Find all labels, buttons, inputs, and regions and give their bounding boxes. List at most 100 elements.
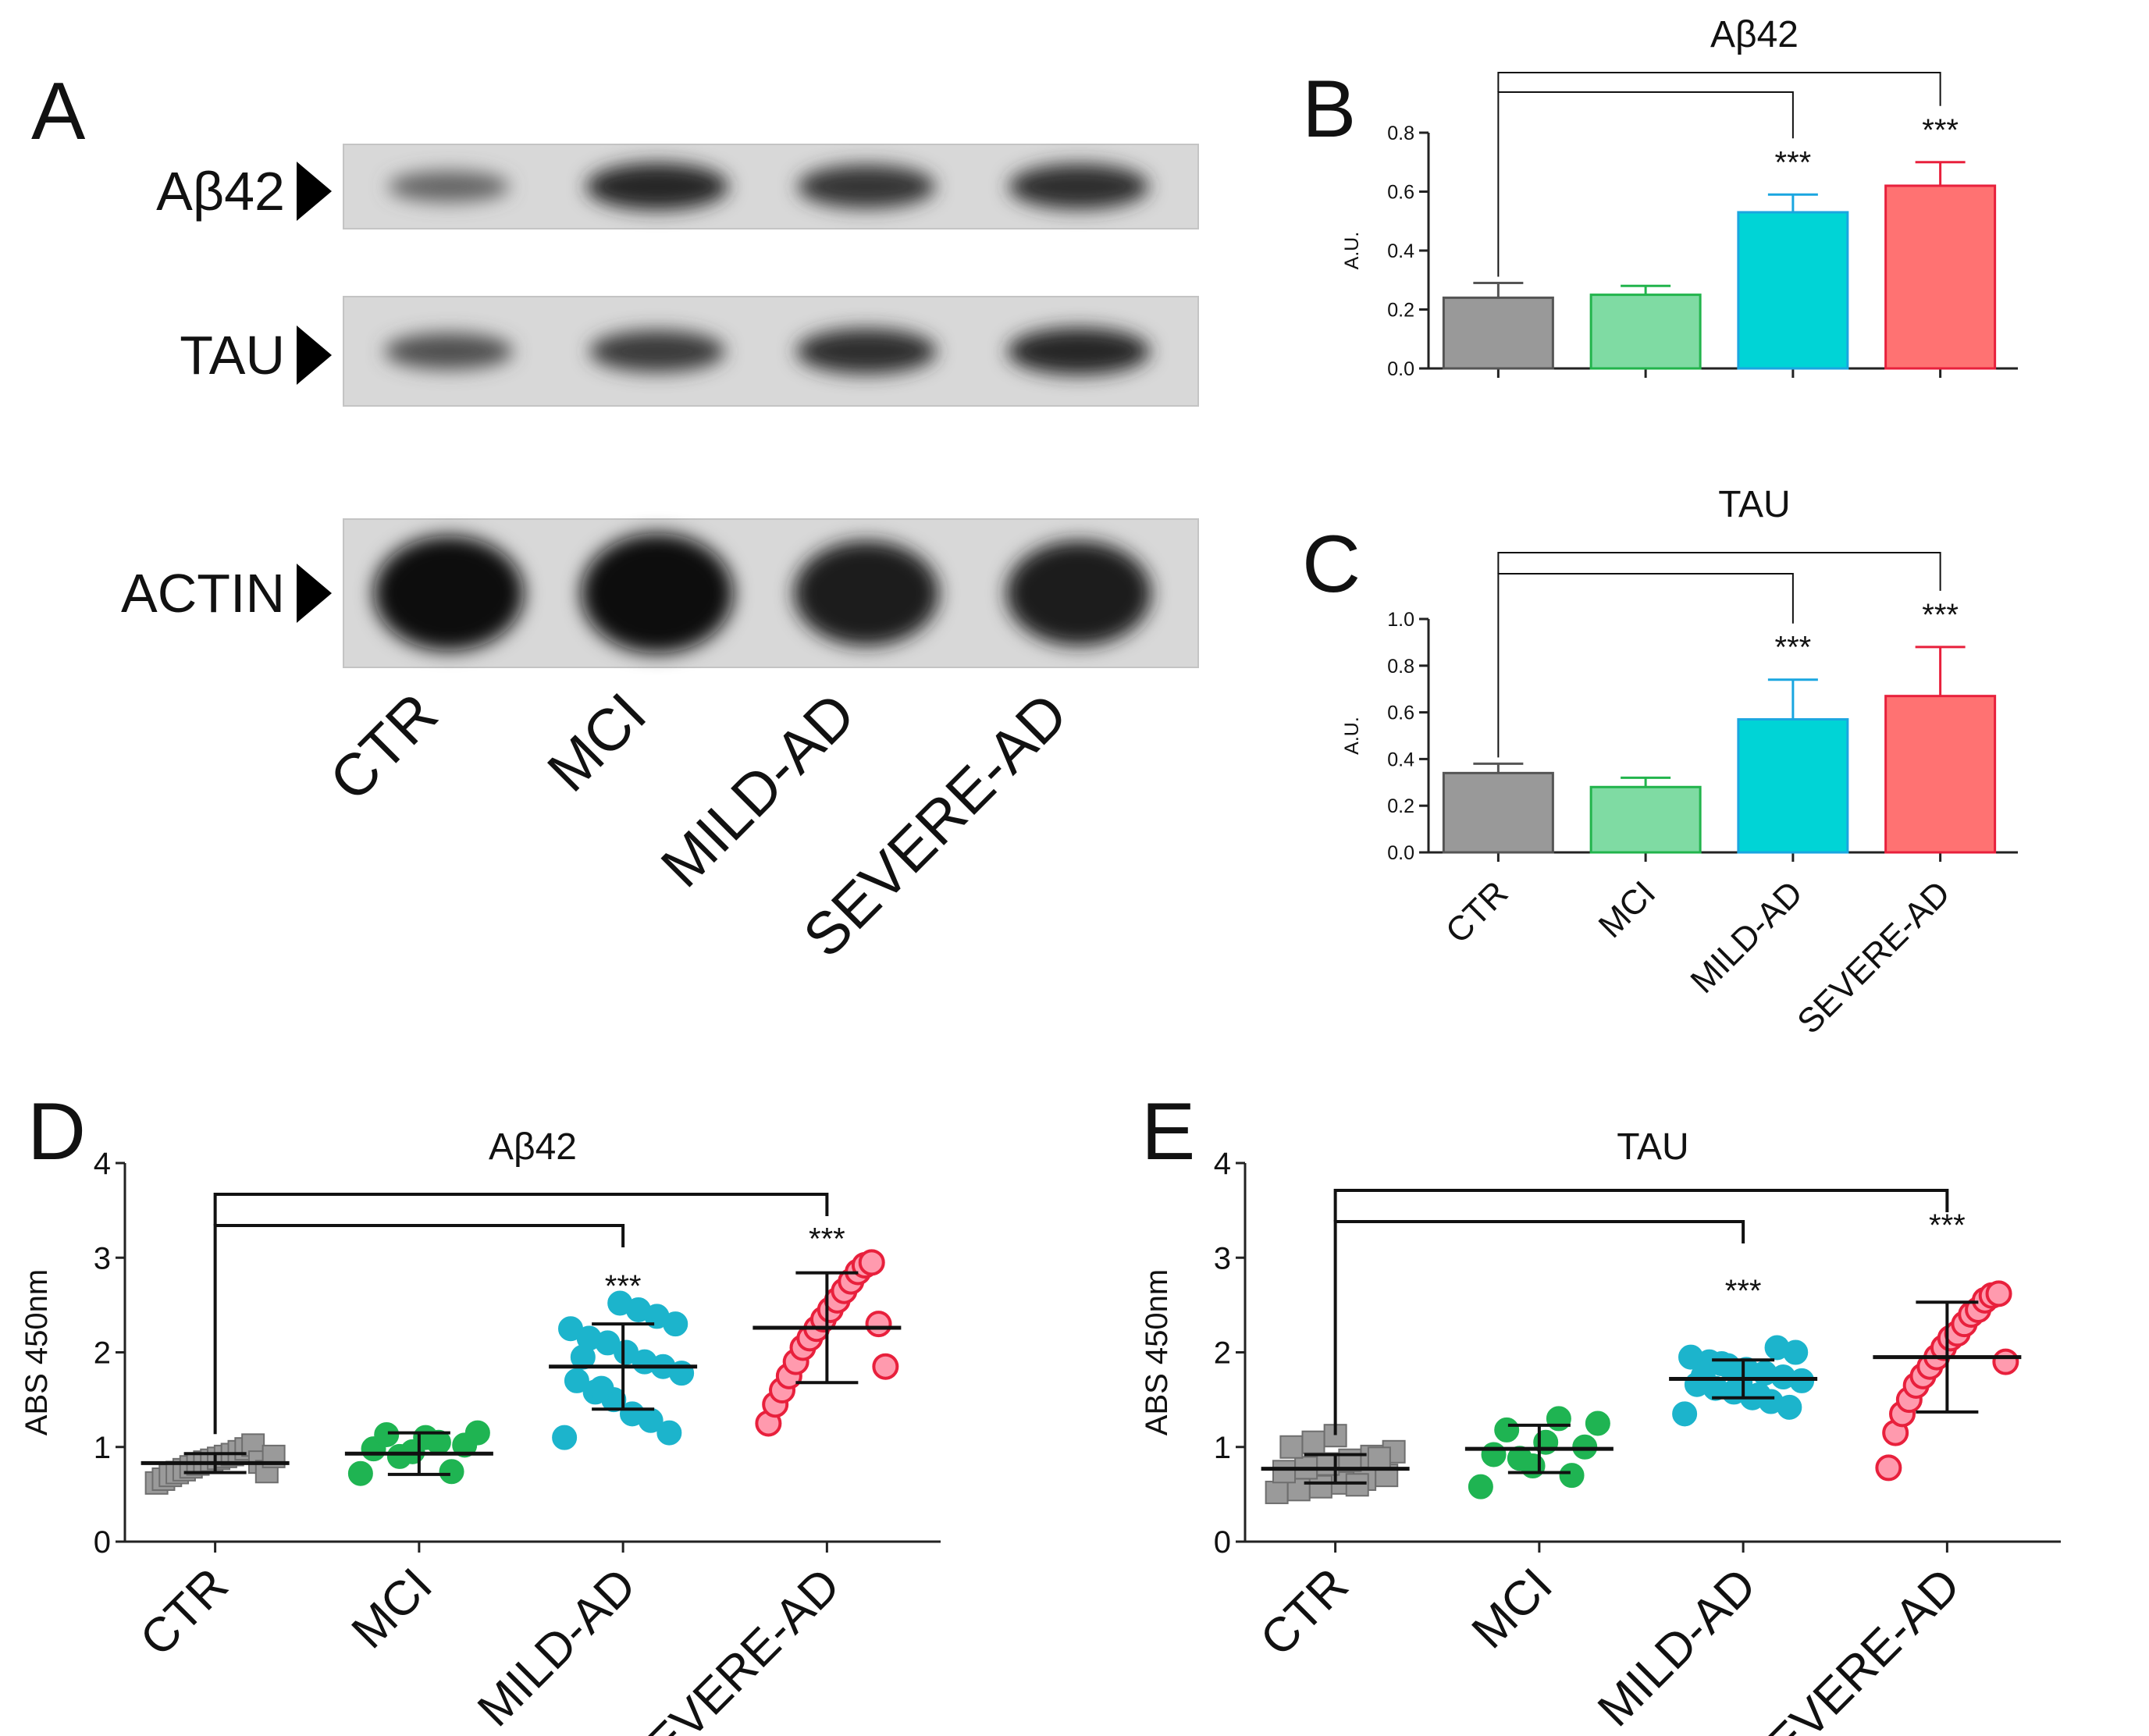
data-point-severe-ad [1992, 1348, 2019, 1375]
blot-row-label: TAU [180, 325, 285, 386]
panel-letter-d: D [27, 1087, 86, 1177]
data-point-mci [1481, 1442, 1507, 1467]
y-tick-label: 4 [1214, 1147, 1231, 1181]
blot-band [388, 171, 510, 202]
significance-label: *** [1922, 113, 1959, 148]
data-point-mild-ad [1727, 1370, 1753, 1396]
data-point-mild-ad [589, 1375, 614, 1401]
blot-lane-label: CTR [317, 681, 450, 814]
data-point-mild-ad [1690, 1363, 1716, 1389]
panel-letter-b: B [1302, 64, 1356, 155]
x-tick-label: CTR [1251, 1558, 1359, 1667]
y-axis-label: ABS 450nm [20, 1269, 54, 1435]
data-point-mild-ad [656, 1420, 682, 1446]
data-point-severe-ad [858, 1249, 885, 1276]
data-point-ctr [1301, 1430, 1325, 1454]
bar-severe-ad [1884, 695, 1997, 854]
panel-c: C TAU 0.0 0.2 0.4 0.6 0.8 1.0 A.U. CTR MCI MILD-AD… [1302, 484, 2018, 1041]
y-tick-label: 2 [1214, 1336, 1231, 1371]
data-point-ctr [1265, 1480, 1289, 1504]
panel-b: B Aβ42 0.0 0.2 0.4 0.6 0.8 A.U. *** *** [1302, 14, 2018, 380]
y-axis-label: ABS 450nm [1140, 1269, 1174, 1435]
blot-band [794, 540, 939, 646]
significance-bracket [1333, 1189, 1949, 1222]
data-point-mci [374, 1421, 400, 1447]
bar-ctr [1442, 296, 1554, 370]
x-tick-label: MCI [1592, 873, 1663, 945]
blot-row-tau: TAU [180, 296, 1199, 407]
significance-bracket [1497, 573, 1794, 758]
blot-band [585, 162, 729, 211]
x-tick-label: MCI [342, 1558, 443, 1659]
data-point-mci [386, 1443, 412, 1469]
y-tick-label: 1 [94, 1431, 111, 1465]
significance-bracket [1497, 552, 1941, 591]
x-tick-label: SEVERE-AD [614, 1558, 850, 1736]
panel-e: E TAU 0 1 2 3 4 ABS 450nm CTR MCI MILD-ADSEVERE-A… [1140, 1087, 2061, 1736]
significance-bracket [213, 1193, 829, 1226]
data-point-mild-ad [552, 1425, 578, 1450]
significance-label: *** [1929, 1208, 1966, 1243]
bar-mild-ad [1737, 718, 1849, 854]
y-tick-label: 2 [94, 1336, 111, 1371]
x-tick-label: MILD-AD [468, 1558, 646, 1736]
x-tick-label: SEVERE-AD [1734, 1558, 1970, 1736]
data-point-mci [439, 1459, 464, 1485]
chart-title: Aβ42 [489, 1126, 577, 1168]
significance-label: *** [809, 1222, 845, 1257]
data-point-mci [1468, 1474, 1493, 1499]
data-point-ctr [1367, 1446, 1391, 1471]
y-tick-label: 1.0 [1387, 609, 1414, 631]
blot-row-label: Aβ42 [156, 161, 285, 222]
y-tick-label: 0.0 [1387, 358, 1414, 380]
blot-row-a-42: Aβ42 [156, 144, 1199, 229]
significance-label: *** [1775, 631, 1812, 665]
data-point-mild-ad [1764, 1335, 1790, 1361]
blot-row-arrow-icon [297, 564, 332, 623]
data-point-mild-ad [1672, 1401, 1698, 1427]
blot-row-actin: ACTIN [121, 518, 1199, 668]
panel-letter-c: C [1302, 519, 1361, 610]
significance-bracket [1497, 72, 1941, 106]
data-point-severe-ad [865, 1311, 892, 1338]
y-tick-label: 0.6 [1387, 182, 1414, 204]
y-tick-label: 0.8 [1387, 123, 1414, 144]
significance-bracket [1497, 91, 1794, 277]
panel-d: D Aβ42 0 1 2 3 4 ABS 450nm CTR MCI MILD-ADSEVERE-… [20, 1087, 941, 1736]
blot-band [581, 533, 734, 653]
blot-band [797, 165, 936, 208]
blot-band [1006, 540, 1151, 646]
y-tick-label: 4 [94, 1147, 111, 1181]
chart-title: TAU [1617, 1126, 1688, 1168]
data-point-severe-ad [872, 1353, 899, 1380]
x-tick-label: SEVERE-AD [1790, 873, 1957, 1041]
data-point-severe-ad [1985, 1280, 2012, 1307]
data-point-mci [464, 1420, 490, 1446]
blot-rows: Aβ42 TAU ACTIN [121, 144, 1199, 668]
x-tick-label: CTR [130, 1558, 239, 1667]
x-tick-label: MILD-AD [1588, 1558, 1767, 1736]
y-axis-label: A.U. [1341, 717, 1363, 755]
data-point-mild-ad [1709, 1351, 1734, 1377]
blot-band [384, 333, 514, 370]
blot-band [1009, 163, 1149, 210]
y-tick-label: 0.2 [1387, 300, 1414, 322]
blot-lane-label: MILD-AD [649, 681, 868, 900]
bar-mild-ad [1737, 211, 1849, 370]
data-point-mci [347, 1460, 373, 1486]
x-tick-label: MCI [1462, 1558, 1563, 1659]
significance-label: *** [1775, 145, 1812, 180]
bar-mci [1589, 785, 1702, 854]
y-tick-label: 0.6 [1387, 703, 1414, 724]
blot-lane-label: MCI [535, 681, 659, 805]
significance-bracket [213, 1224, 625, 1435]
blot-row-arrow-icon [297, 162, 332, 221]
y-tick-label: 0 [94, 1525, 111, 1560]
blot-row-arrow-icon [297, 326, 332, 385]
data-point-mild-ad [564, 1368, 589, 1393]
bar-severe-ad [1884, 184, 1997, 370]
data-point-mci [1507, 1446, 1532, 1471]
